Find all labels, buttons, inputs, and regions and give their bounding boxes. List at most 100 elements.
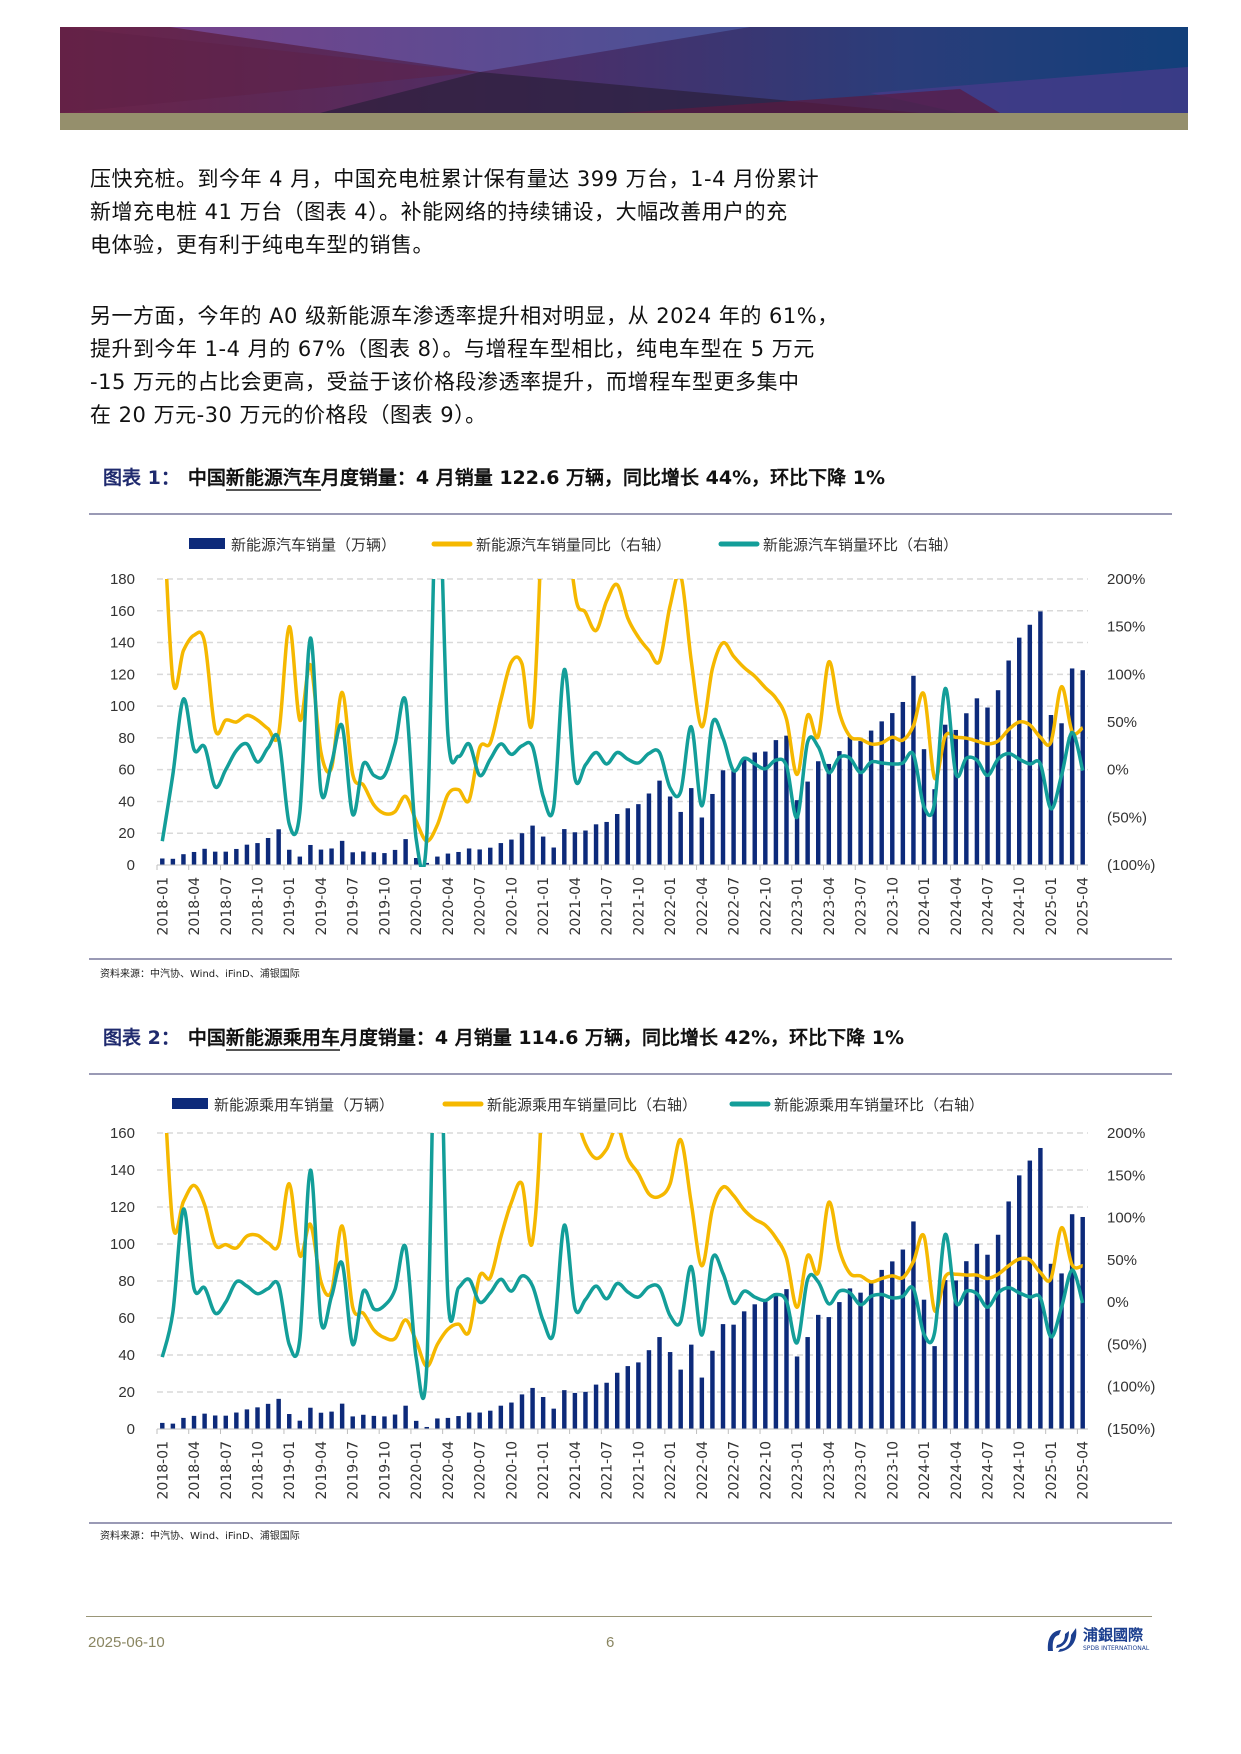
- bar-2019-09: [371, 1415, 377, 1429]
- y-right-tick-label: 50%: [1107, 714, 1137, 731]
- bar-2021-12: [657, 1337, 662, 1429]
- x-tick-label: 2022-10: [758, 1441, 774, 1500]
- bar-2022-03: [689, 1344, 694, 1429]
- bar-2018-10: [255, 1407, 260, 1429]
- x-tick-label: 2024-10: [1012, 877, 1028, 936]
- bar-2019-02: [297, 856, 303, 865]
- y-right-tick-label: 0%: [1107, 762, 1129, 779]
- bar-2024-04: [953, 729, 958, 865]
- y-left-tick-label: 80: [118, 730, 135, 747]
- bar-2021-01: [540, 1396, 546, 1429]
- bar-2019-02: [297, 1420, 303, 1429]
- divider: [89, 513, 1172, 515]
- bar-2021-08: [614, 1372, 620, 1429]
- y-left-tick-label: 20: [118, 1384, 135, 1401]
- bar-2024-10: [1017, 637, 1022, 865]
- bar-2020-07: [477, 1412, 482, 1429]
- bar-2019-09: [371, 852, 377, 865]
- footer-date: 2025-06-10: [88, 1634, 165, 1651]
- bar-2020-03: [435, 1418, 440, 1429]
- bar-2021-09: [625, 1366, 631, 1429]
- bar-2023-12: [911, 675, 916, 865]
- y-left-tick-label: 20: [118, 825, 135, 842]
- x-tick-label: 2019-01: [282, 877, 298, 936]
- bar-2021-05: [583, 1391, 588, 1429]
- y-left-tick-label: 40: [118, 1347, 135, 1364]
- bar-2023-08: [868, 1282, 874, 1429]
- title-part: 中国: [187, 467, 226, 489]
- x-tick-label: 2021-07: [600, 1441, 616, 1500]
- bar-2018-05: [202, 848, 207, 865]
- bar-2024-05: [964, 1261, 969, 1429]
- bar-2019-11: [392, 1414, 398, 1429]
- figure-2-chart: 新能源乘用车销量（万辆） 新能源乘用车销量同比（右轴） 新能源乘用车销量环比（右轴）…: [89, 1082, 1172, 1517]
- bar-2023-05: [837, 751, 842, 865]
- bar-2020-10: [509, 839, 514, 865]
- legend-label: 新能源汽车销量环比（右轴）: [763, 536, 958, 554]
- y-right-tick-label: 50%: [1107, 1252, 1137, 1269]
- bar-2023-12: [911, 1221, 916, 1429]
- bar-2019-08: [361, 1414, 366, 1429]
- bar-2022-05: [710, 1350, 715, 1429]
- legend-label: 新能源汽车销量（万辆）: [231, 536, 396, 554]
- y-right-tick-label: (150%): [1107, 1421, 1155, 1438]
- x-tick-label: 2020-04: [441, 877, 457, 936]
- y-left-tick-label: 140: [110, 1162, 135, 1179]
- bar-2024-01: [921, 1299, 927, 1429]
- bar-2019-10: [382, 853, 387, 865]
- bar-2021-06: [593, 824, 599, 865]
- bar-2023-03: [815, 1314, 821, 1429]
- text-line: 新增充电桩 41 万台（图表 4）。补能网络的持续铺设，大幅改善用户的充: [90, 200, 788, 224]
- bar-2022-06: [720, 1324, 726, 1429]
- bar-2023-11: [900, 1249, 906, 1429]
- bar-2018-07: [223, 851, 228, 865]
- bar-2024-02: [932, 789, 937, 865]
- y-left-tick-label: 60: [118, 1310, 135, 1327]
- bar-2023-10: [890, 1261, 895, 1429]
- y-left-tick-label: 80: [118, 1273, 135, 1290]
- y-left-tick-label: 0: [127, 1421, 135, 1438]
- x-tick-label: 2021-04: [568, 1441, 584, 1500]
- legend-swatch-bar: [172, 1098, 208, 1109]
- bar-2022-12: [784, 1289, 789, 1429]
- x-tick-label: 2025-04: [1076, 877, 1092, 936]
- legend: 新能源乘用车销量（万辆） 新能源乘用车销量同比（右轴） 新能源乘用车销量环比（右轴）: [172, 1096, 984, 1114]
- y-left-tick-label: 40: [118, 793, 135, 810]
- legend-label: 新能源汽车销量同比（右轴）: [476, 536, 671, 554]
- y-right-tick-label: 200%: [1107, 571, 1145, 588]
- bar-2023-11: [900, 701, 906, 865]
- y-right-tick-label: (50%): [1107, 1336, 1147, 1353]
- bar-2023-09: [879, 1269, 884, 1429]
- bar-2024-12: [1038, 1147, 1043, 1429]
- y-left-tick-label: 100: [110, 698, 135, 715]
- x-tick-label: 2023-07: [854, 1441, 870, 1500]
- bar-2020-11: [519, 1394, 525, 1429]
- bar-2025-02: [1059, 1273, 1064, 1429]
- y-left-tick-label: 0: [127, 857, 135, 874]
- logo-text-en: SPDB INTERNATIONAL: [1083, 1644, 1150, 1652]
- x-tick-label: 2021-07: [600, 877, 616, 936]
- bar-2024-07: [985, 1254, 990, 1429]
- bar-2024-09: [1006, 1201, 1011, 1429]
- y-right-tick-label: 150%: [1107, 619, 1145, 636]
- x-tick-label: 2020-01: [409, 877, 425, 936]
- bar-2018-09: [244, 1409, 250, 1429]
- x-tick-label: 2018-04: [187, 1441, 203, 1500]
- x-tick-label: 2023-04: [822, 877, 838, 936]
- bar-2019-03: [308, 844, 313, 865]
- bar-2023-07: [858, 1292, 863, 1429]
- chart-svg: 新能源汽车销量（万辆） 新能源汽车销量同比（右轴） 新能源汽车销量环比（右轴） 0 20…: [110, 536, 1155, 936]
- x-tick-label: 2024-10: [1012, 1441, 1028, 1500]
- x-tick-label: 2025-04: [1076, 1441, 1092, 1500]
- bar-2022-09: [752, 752, 757, 865]
- paragraph-1: 压快充桩。到今年 4 月，中国充电桩累计保有量达 399 万台，1-4 月份累计…: [90, 163, 910, 262]
- bar-2019-12: [403, 1405, 408, 1429]
- bar-2021-12: [657, 780, 662, 865]
- bar-2021-04: [572, 1392, 578, 1429]
- bar-2020-04: [445, 853, 451, 865]
- bar-2020-01: [413, 1420, 419, 1429]
- bar-2019-06: [339, 1403, 345, 1429]
- y-right-tick-label: (100%): [1107, 857, 1155, 874]
- bar-2021-10: [636, 1362, 641, 1429]
- bar-2019-01: [287, 1414, 292, 1429]
